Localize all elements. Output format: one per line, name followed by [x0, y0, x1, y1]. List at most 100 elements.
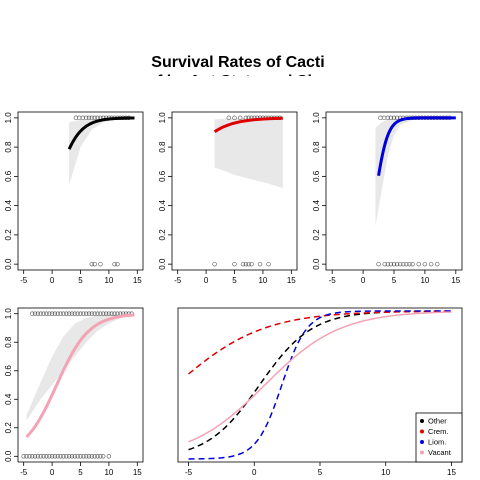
point-alive: [394, 115, 400, 121]
point-dead: [243, 261, 249, 267]
confidence-band: [375, 117, 456, 227]
point-dead: [416, 261, 421, 267]
point-alive: [86, 311, 92, 316]
point-alive: [47, 311, 52, 316]
point-dead: [388, 261, 394, 267]
point-alive: [81, 311, 86, 316]
point-alive: [30, 311, 35, 316]
y-tick-label: 0.6: [4, 365, 13, 377]
point-alive: [75, 311, 80, 316]
point-alive: [55, 311, 60, 316]
point-dead: [404, 261, 409, 267]
point-dead: [382, 261, 387, 267]
point-dead: [106, 454, 112, 459]
point-dead: [61, 454, 66, 459]
legend-label: Other: [428, 417, 447, 426]
y-tick-label: 0.2: [158, 229, 167, 241]
point-alive: [83, 115, 89, 121]
point-dead: [72, 454, 78, 459]
y-tick-label: 0.6: [158, 170, 167, 182]
point-dead: [98, 261, 103, 267]
legend-box: [415, 412, 463, 463]
title-line-2: of by Ant State and Size: [147, 73, 329, 90]
x-tick-label: 5: [392, 276, 397, 285]
point-alive: [92, 311, 97, 316]
x-tick-label: -5: [174, 276, 182, 285]
series-line-liom: [188, 310, 452, 460]
point-dead: [240, 261, 246, 267]
legend-label: Vacant: [428, 448, 452, 457]
point-dead: [435, 261, 440, 267]
point-alive: [72, 311, 78, 316]
x-tick-label: 15: [133, 468, 142, 477]
fitted-curve: [377, 116, 456, 176]
point-alive: [112, 311, 117, 316]
y-tick-label: 0.0: [4, 450, 13, 462]
x-tick-label: 5: [318, 468, 323, 477]
point-dead: [75, 454, 80, 459]
x-tick-label: 15: [451, 276, 460, 285]
point-dead: [101, 454, 106, 459]
panel-liom: -5 0 5 10 15 0.0 0.2 0.4 0.6 0.8 1.0: [312, 111, 463, 285]
panel-other: -5 0 5 10 15 0.0 0.2 0.4 0.6 0.8 1.0: [4, 111, 144, 285]
point-dead: [212, 261, 217, 267]
legend-label: Liom.: [428, 438, 446, 447]
y-tick-label: 0.8: [158, 141, 167, 153]
y-tick-label: 0.4: [4, 200, 13, 212]
point-alive: [391, 115, 397, 121]
point-dead: [385, 261, 391, 267]
point-dead: [89, 261, 95, 267]
y-tick-label: 0.4: [312, 200, 321, 212]
point-alive: [49, 311, 55, 316]
legend-marker: [420, 419, 424, 423]
point-alive: [109, 311, 114, 316]
y-tick-label: 1.0: [4, 112, 13, 124]
x-tick-label: -5: [20, 276, 28, 285]
point-dead: [410, 261, 415, 267]
point-dead: [35, 454, 41, 459]
point-dead: [92, 454, 97, 459]
point-dead: [266, 261, 271, 267]
point-dead: [41, 454, 46, 459]
point-alive: [69, 311, 75, 316]
legend-label: Crem.: [428, 427, 448, 436]
point-alive: [106, 311, 112, 316]
point-dead: [95, 454, 100, 459]
fitted-curve: [67, 116, 135, 150]
point-dead: [246, 261, 251, 267]
x-tick-label: 15: [287, 276, 296, 285]
point-dead: [78, 454, 83, 459]
y-tick-label: 0.6: [312, 170, 321, 182]
y-tick-label: 0.4: [4, 393, 13, 405]
confidence-band: [214, 117, 283, 189]
y-tick-label: 0.0: [312, 258, 321, 270]
point-dead: [391, 261, 397, 267]
point-alive: [52, 311, 58, 316]
point-alive: [32, 311, 38, 316]
point-alive: [89, 115, 95, 121]
point-dead: [81, 454, 86, 459]
point-alive: [44, 311, 49, 316]
x-tick-label: 0: [361, 276, 366, 285]
x-tick-label: 5: [78, 276, 83, 285]
point-dead: [428, 261, 434, 267]
y-tick-label: 0.0: [4, 258, 13, 270]
y-tick-label: 0.2: [4, 422, 13, 434]
point-dead: [69, 454, 75, 459]
point-dead: [49, 454, 55, 459]
point-alive: [388, 115, 394, 121]
point-dead: [52, 454, 58, 459]
point-alive: [77, 115, 82, 121]
point-alive: [41, 311, 46, 316]
x-tick-label: 0: [252, 468, 257, 477]
point-dead: [64, 454, 69, 459]
point-dead: [407, 261, 412, 267]
x-tick-label: 0: [50, 276, 55, 285]
point-dead: [232, 261, 237, 267]
y-tick-label: 0.6: [4, 170, 13, 182]
point-alive: [86, 115, 92, 121]
point-alive: [58, 311, 63, 316]
x-tick-label: 15: [447, 468, 456, 477]
